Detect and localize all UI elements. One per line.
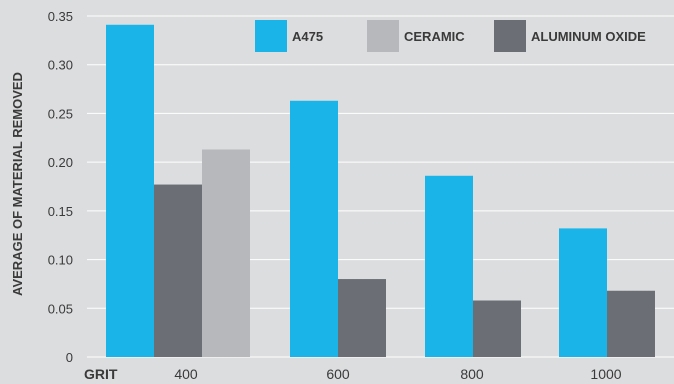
y-tick-label: 0.30 [48, 58, 73, 73]
x-tick-label: 400 [174, 366, 198, 382]
x-tick-label: 1000 [590, 366, 621, 382]
bar-aluminum-oxide-1000 [607, 290, 655, 357]
bar-aluminum-oxide-400 [154, 184, 202, 357]
y-tick-label: 0 [66, 350, 73, 365]
y-tick-label: 0.15 [48, 204, 73, 219]
bar-a475-1000 [559, 228, 607, 357]
y-tick-label: 0.20 [48, 155, 73, 170]
y-axis-label: AVERAGE OF MATERIAL REMOVED [10, 72, 25, 296]
bar-a475-600 [290, 100, 338, 358]
bars [106, 24, 655, 358]
bar-a475-800 [425, 175, 473, 357]
legend-swatch [494, 20, 526, 52]
y-tick-label: 0.10 [48, 253, 73, 268]
legend-label: CERAMIC [404, 29, 465, 44]
legend: A475 CERAMIC ALUMINUM OXIDE [255, 20, 646, 52]
bar-ceramic-400 [202, 149, 250, 357]
bar-a475-400 [106, 24, 154, 357]
legend-label: A475 [292, 29, 323, 44]
bar-aluminum-oxide-800 [473, 300, 521, 357]
y-axis-ticks: 0 0.05 0.10 0.15 0.20 0.25 0.30 0.35 [48, 9, 73, 365]
x-tick-label: 800 [460, 366, 484, 382]
x-tick-label: 600 [326, 366, 350, 382]
bar-aluminum-oxide-600 [338, 279, 386, 357]
x-axis-label: GRIT [84, 366, 118, 382]
x-axis-ticks: 400 600 800 1000 [174, 366, 621, 382]
legend-swatch [367, 20, 399, 52]
legend-swatch [255, 20, 287, 52]
y-tick-label: 0.05 [48, 301, 73, 316]
legend-label: ALUMINUM OXIDE [531, 29, 646, 44]
y-tick-label: 0.25 [48, 106, 73, 121]
y-tick-label: 0.35 [48, 9, 73, 24]
